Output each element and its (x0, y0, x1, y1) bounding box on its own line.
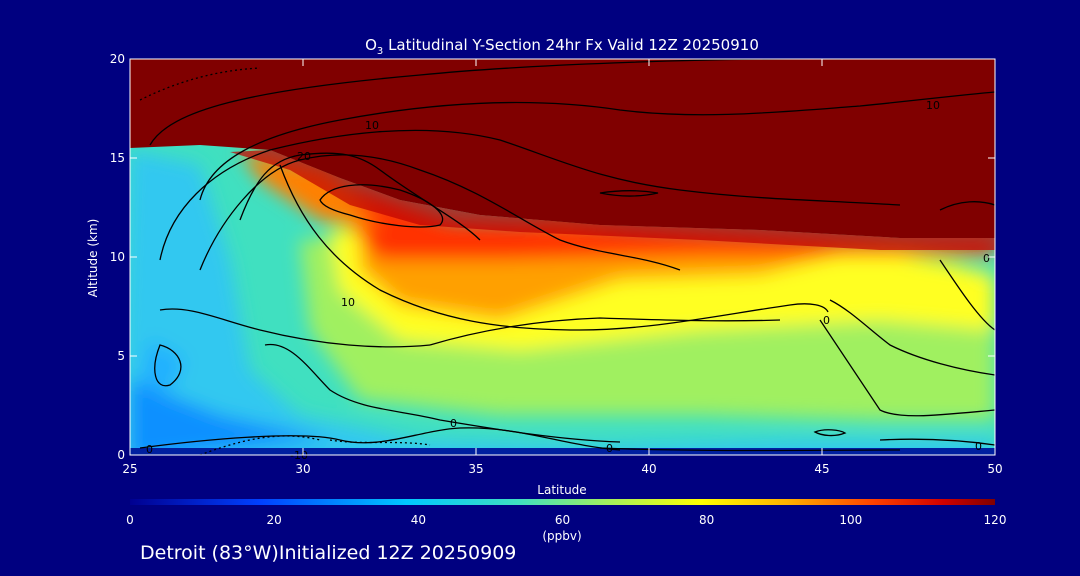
contour-label: 0 (606, 442, 613, 455)
colorbar-tick-label: 0 (126, 513, 134, 527)
x-axis-label: Latitude (537, 483, 586, 497)
contour-label: 20 (297, 150, 311, 163)
footer-info: Detroit (83°W)Initialized 12Z 20250909 (140, 542, 517, 564)
x-tick-label: 40 (641, 462, 656, 476)
contour-label: 10 (341, 296, 355, 309)
y-tick-label: 10 (110, 250, 125, 264)
x-tick-label: 50 (987, 462, 1002, 476)
colorbar (130, 499, 995, 505)
colorbar-tick-label: 20 (267, 513, 282, 527)
contour-label: 0 (450, 417, 457, 430)
y-axis-label: Altitude (km) (86, 219, 100, 298)
chart-title: O3 Latitudinal Y-Section 24hr Fx Valid 1… (365, 36, 759, 57)
contour-label: 0 (146, 443, 153, 456)
colorbar-tick-label: 120 (984, 513, 1007, 527)
x-tick-label: 25 (122, 462, 137, 476)
colorbar-ticks: 0 20 40 60 80 100 120 (126, 513, 1006, 527)
colorbar-tick-label: 80 (699, 513, 714, 527)
colorbar-tick-label: 100 (839, 513, 862, 527)
y-tick-label: 15 (110, 151, 125, 165)
y-tick-label: 0 (117, 448, 125, 462)
contour-label: 0 (983, 252, 990, 265)
contour-label: 10 (365, 119, 379, 132)
y-axis: 0 5 10 15 20 (110, 52, 995, 462)
contour-label: 0 (823, 314, 830, 327)
contour-lines (139, 59, 995, 455)
x-tick-label: 35 (468, 462, 483, 476)
ozone-field (130, 59, 995, 455)
colorbar-tick-label: 60 (555, 513, 570, 527)
colorbar-label: (ppbv) (542, 529, 581, 543)
contour-label: 10 (926, 99, 940, 112)
y-tick-label: 20 (110, 52, 125, 66)
contour-label: 0 (975, 440, 982, 453)
y-tick-label: 5 (117, 349, 125, 363)
colorbar-tick-label: 40 (411, 513, 426, 527)
x-tick-label: 30 (295, 462, 310, 476)
x-axis: 25 30 35 40 45 50 (122, 59, 1003, 476)
x-tick-label: 45 (814, 462, 829, 476)
